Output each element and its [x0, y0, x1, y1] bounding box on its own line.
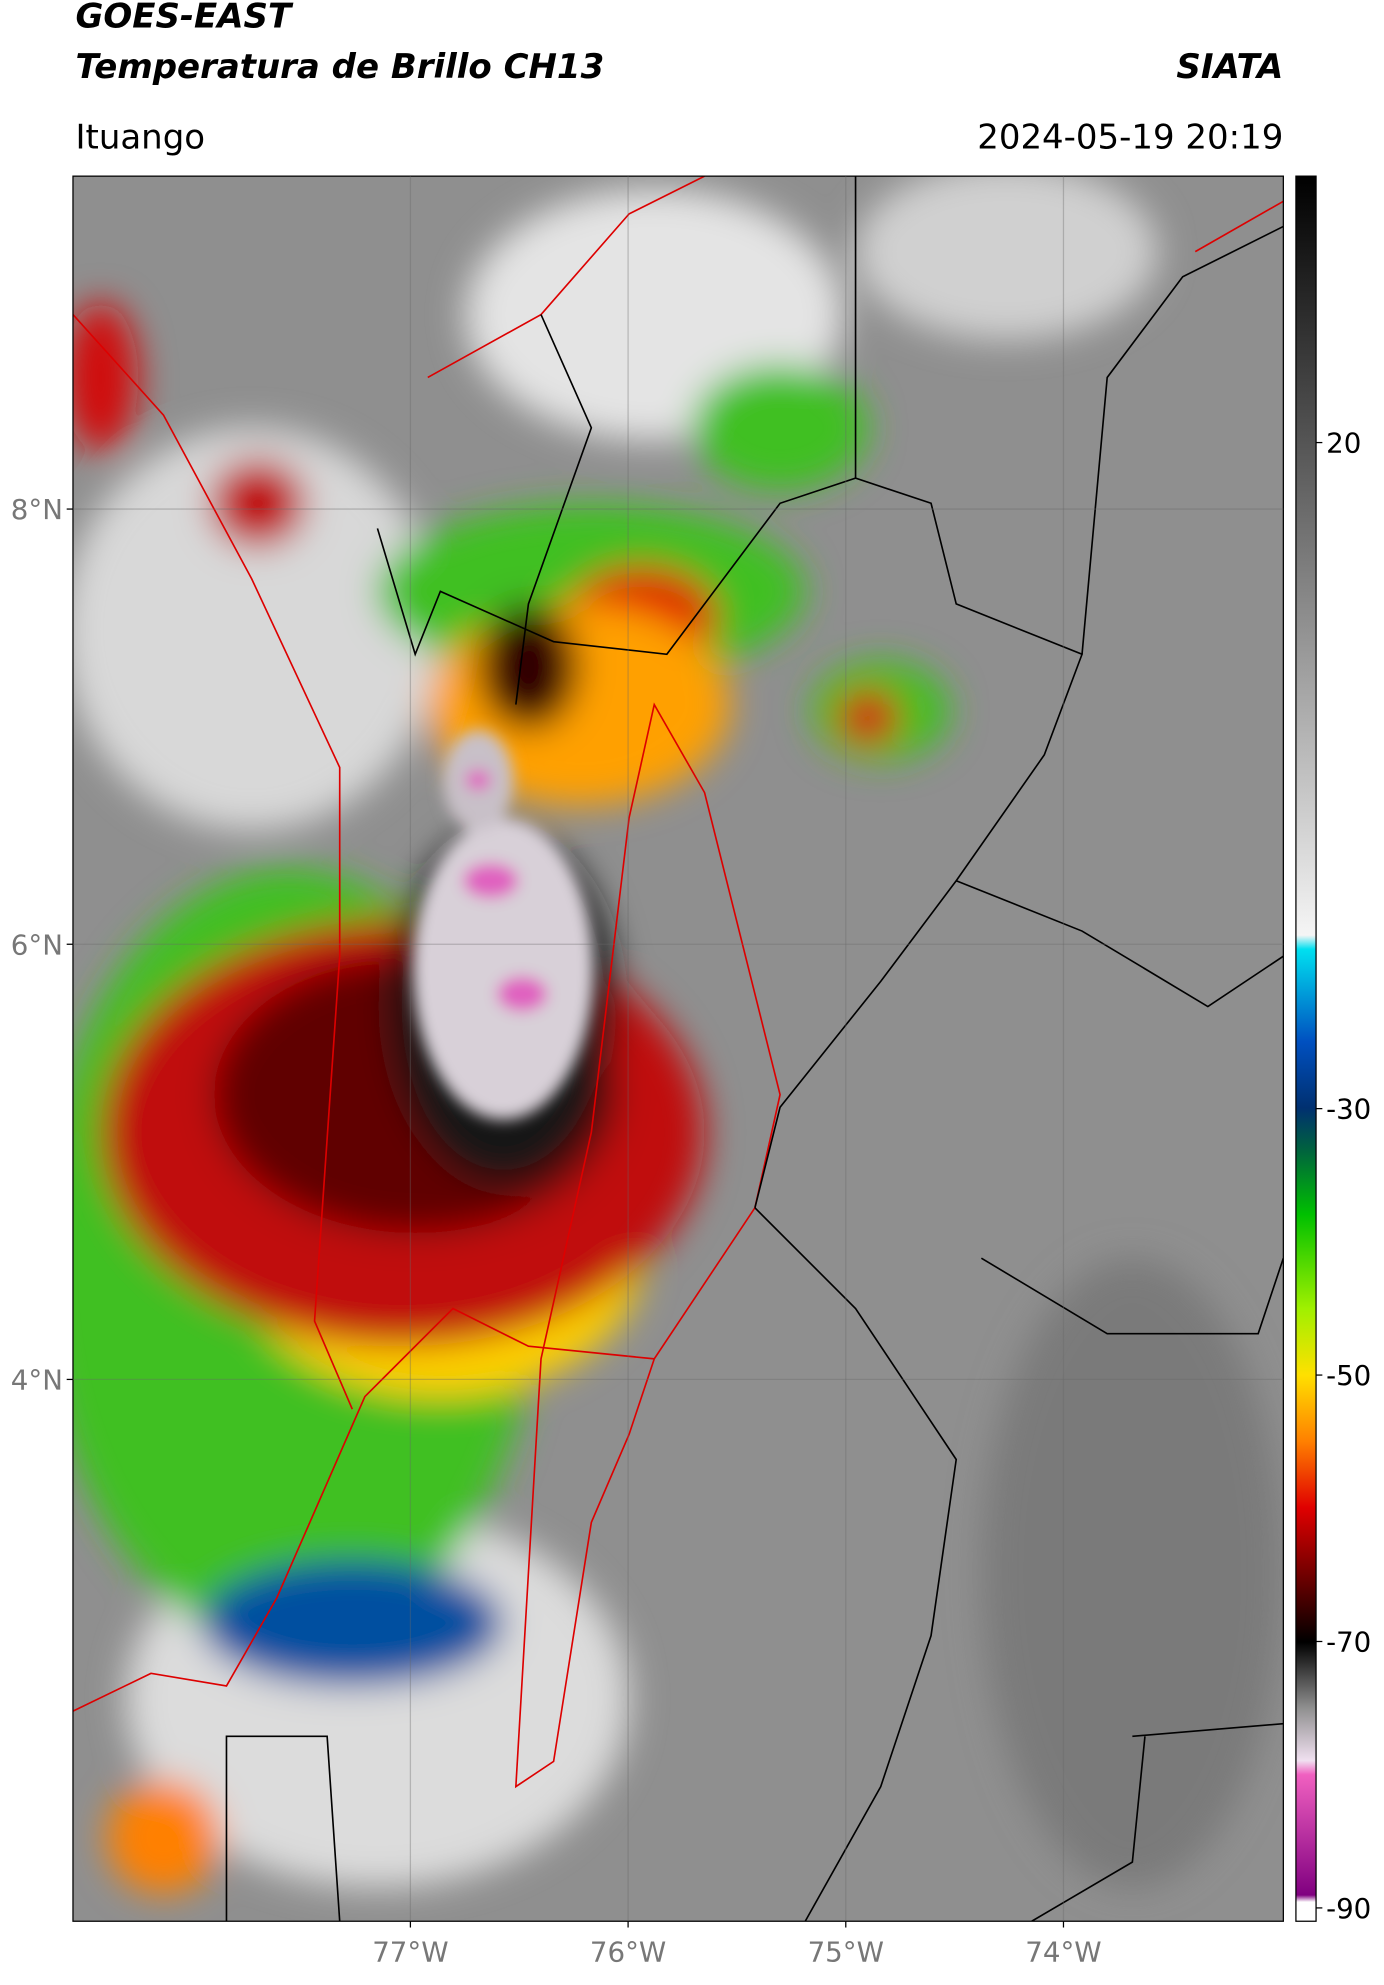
product-title: Temperatura de Brillo CH13 — [75, 47, 604, 87]
lon-tick-label: 76°W — [590, 1935, 666, 1968]
brand: SIATA — [1176, 47, 1283, 87]
satellite-image — [72, 176, 1284, 1922]
lat-tick-label: 6°N — [11, 928, 63, 961]
datetime: 2024-05-19 20:19 — [977, 117, 1283, 157]
colorbar — [1295, 175, 1317, 1922]
lat-tick-label: 8°N — [11, 493, 63, 526]
colorbar-tick-label: -30 — [1326, 1093, 1371, 1126]
lat-tick-label: 4°N — [11, 1363, 63, 1396]
source-title: GOES-EAST — [75, 0, 293, 37]
colorbar-tick-label: 20 — [1326, 427, 1361, 460]
lon-tick-label: 74°W — [1025, 1935, 1101, 1968]
lon-tick-label: 77°W — [372, 1935, 448, 1968]
lon-tick-label: 75°W — [808, 1935, 884, 1968]
borders — [72, 176, 1284, 1922]
colorbar-tick-label: -70 — [1326, 1626, 1371, 1659]
location: Ituango — [75, 117, 205, 157]
map-frame — [72, 175, 1284, 1922]
colorbar-tick-label: -90 — [1326, 1892, 1371, 1925]
colorbar-tick-label: -50 — [1326, 1359, 1371, 1392]
